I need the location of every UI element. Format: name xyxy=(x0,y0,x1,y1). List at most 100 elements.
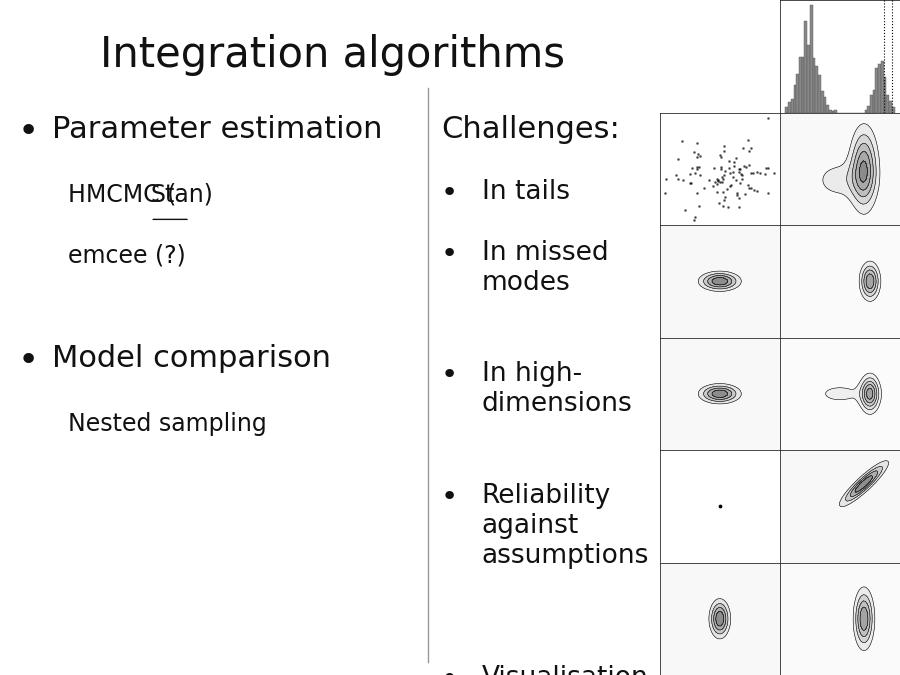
Text: Nested sampling: Nested sampling xyxy=(68,412,266,436)
Point xyxy=(688,168,702,179)
Point xyxy=(669,169,683,180)
Point xyxy=(689,162,704,173)
Bar xyxy=(810,5,813,113)
Point xyxy=(676,175,690,186)
Point xyxy=(732,202,746,213)
Bar xyxy=(813,58,815,113)
Point xyxy=(738,188,752,199)
Point xyxy=(689,137,704,148)
Point xyxy=(729,188,743,198)
Point xyxy=(658,188,672,199)
Text: •: • xyxy=(441,240,458,267)
Point xyxy=(730,190,744,200)
Bar xyxy=(876,68,878,113)
Bar xyxy=(892,107,895,113)
Point xyxy=(717,191,732,202)
Bar xyxy=(805,21,807,113)
Text: Visualisation: Visualisation xyxy=(482,665,648,675)
Bar xyxy=(807,45,810,113)
Point xyxy=(678,205,692,215)
Point xyxy=(736,143,751,154)
Text: •: • xyxy=(18,344,40,378)
Point xyxy=(726,156,741,167)
Point xyxy=(735,173,750,184)
Text: •: • xyxy=(441,665,458,675)
Point xyxy=(691,148,706,159)
Point xyxy=(715,164,729,175)
Point xyxy=(716,187,730,198)
Point xyxy=(710,176,724,186)
Point xyxy=(697,182,711,193)
Point xyxy=(701,175,716,186)
Point xyxy=(737,161,751,171)
Bar xyxy=(826,105,829,113)
Bar xyxy=(829,110,832,113)
Bar xyxy=(878,63,881,113)
Point xyxy=(689,188,704,198)
Point xyxy=(693,151,707,161)
Point xyxy=(759,163,773,173)
Point xyxy=(706,163,721,173)
Point xyxy=(732,193,746,204)
Bar xyxy=(824,97,826,113)
Point xyxy=(687,146,701,157)
Point xyxy=(722,155,736,166)
Point xyxy=(670,153,685,164)
Point xyxy=(734,169,749,180)
Point xyxy=(688,211,703,222)
Point xyxy=(747,185,761,196)
Point xyxy=(659,173,673,184)
Point xyxy=(716,194,731,205)
Bar xyxy=(802,57,805,113)
Point xyxy=(717,169,732,180)
Bar xyxy=(794,85,796,113)
Point xyxy=(727,161,742,171)
Point xyxy=(717,140,732,151)
Point xyxy=(750,186,764,196)
Point xyxy=(733,163,747,174)
Bar xyxy=(884,77,886,113)
Point xyxy=(734,178,748,189)
Text: Integration algorithms: Integration algorithms xyxy=(101,34,565,76)
Point xyxy=(682,168,697,179)
Point xyxy=(767,167,781,178)
Point xyxy=(713,149,727,160)
Point xyxy=(728,153,742,164)
Bar xyxy=(796,74,799,113)
Point xyxy=(725,167,740,178)
Point xyxy=(723,167,737,178)
Point xyxy=(744,167,759,178)
Text: Parameter estimation: Parameter estimation xyxy=(52,115,382,144)
Point xyxy=(690,152,705,163)
Point xyxy=(692,162,706,173)
Point xyxy=(760,112,775,123)
Text: Model comparison: Model comparison xyxy=(52,344,331,373)
Bar xyxy=(886,95,889,113)
Bar xyxy=(889,101,892,113)
Bar xyxy=(815,66,818,113)
Point xyxy=(689,163,704,174)
Point xyxy=(728,175,742,186)
Bar xyxy=(791,99,794,113)
Text: HMCMC (: HMCMC ( xyxy=(68,182,176,207)
Point xyxy=(722,163,736,173)
Point xyxy=(716,171,730,182)
Bar xyxy=(786,107,788,113)
Point xyxy=(710,173,724,184)
Text: Reliability
against
assumptions: Reliability against assumptions xyxy=(482,483,649,568)
Text: In high-
dimensions: In high- dimensions xyxy=(482,361,632,417)
Point xyxy=(758,169,772,180)
Point xyxy=(750,167,764,178)
Point xyxy=(708,176,723,187)
Point xyxy=(685,162,699,173)
Text: Stan): Stan) xyxy=(150,182,213,207)
Text: •: • xyxy=(441,361,458,389)
Point xyxy=(752,167,767,178)
Point xyxy=(692,200,706,211)
Bar xyxy=(868,106,870,113)
Point xyxy=(716,174,730,185)
Point xyxy=(724,180,739,191)
Point xyxy=(706,180,721,191)
Point xyxy=(741,134,755,145)
Point xyxy=(760,187,775,198)
